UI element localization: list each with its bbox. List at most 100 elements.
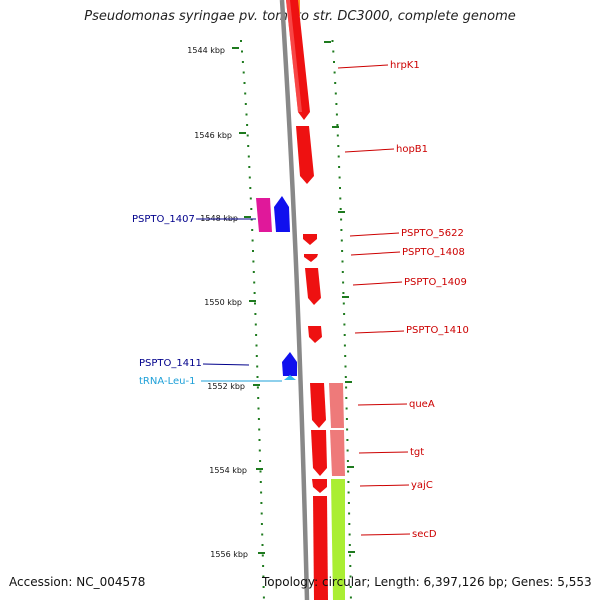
gene-PSPTO_5622-feature[interactable] (303, 234, 317, 245)
scale-minor-tick (259, 460, 262, 462)
gene-tRNA-Leu-1-feature[interactable] (284, 375, 296, 380)
scale-minor-tick (242, 71, 245, 74)
map-title: Pseudomonas syringae pv. tomato str. DC3… (84, 9, 516, 24)
scale-minor-tick (250, 208, 253, 210)
gene-queA-feature[interactable] (310, 383, 326, 428)
gene-secD-feature[interactable] (313, 496, 328, 600)
scale-tick (249, 300, 256, 302)
right-scale (324, 41, 355, 553)
scale-minor-tick (251, 239, 254, 242)
gene-label-queA[interactable]: queA (409, 399, 435, 410)
scale-minor-tick (346, 439, 349, 441)
scale-minor-tick (246, 134, 249, 137)
scale-minor-tick (251, 229, 254, 231)
gene-blue-feature[interactable] (274, 196, 290, 232)
scale-minor-tick (346, 460, 349, 462)
gene-PSPTO_1408-feature[interactable] (304, 254, 318, 262)
gene-PSPTO_1411-feature[interactable] (282, 352, 297, 376)
scale-minor-tick (262, 575, 265, 578)
left-scale (232, 47, 265, 554)
scale-minor-tick (343, 344, 346, 347)
gene-label-hopB1[interactable]: hopB1 (396, 144, 428, 155)
scale-minor-tick (343, 334, 346, 336)
scale-minor-tick (260, 502, 263, 504)
scale-minor-tick (259, 470, 262, 473)
scale-minor-tick (349, 596, 352, 599)
gene-yajC-feature[interactable] (312, 479, 327, 493)
scale-minor-tick (333, 71, 336, 74)
scale-minor-tick (252, 250, 254, 252)
scale-minor-tick (262, 596, 265, 599)
gene-label-hrpK1[interactable]: hrpK1 (390, 60, 420, 71)
scale-minor-tick (256, 365, 259, 368)
gene-label-PSPTO_1410[interactable]: PSPTO_1410 (406, 325, 469, 336)
scale-minor-tick (243, 82, 246, 84)
scale-minor-tick (261, 554, 264, 557)
genome-backbone (279, 0, 310, 600)
scale-minor-tick (343, 323, 346, 326)
scale-minor-tick (257, 418, 260, 420)
scale-minor-tick (343, 313, 346, 315)
scale-tick (232, 47, 239, 49)
scale-minor-tick (344, 365, 347, 368)
leader-PSPTO_1409 (352, 281, 403, 286)
gene-PSPTO_1410-feature[interactable] (308, 326, 322, 343)
scale-minor-tick (255, 334, 258, 336)
scale-minor-tick (258, 449, 261, 452)
gene-label-secD[interactable]: secD (412, 529, 437, 540)
scale-minor-tick (342, 281, 345, 284)
leader-hopB1 (344, 148, 395, 153)
scale-minor-tick (241, 50, 243, 53)
gene-PSPTO_1409-feature[interactable] (305, 268, 321, 305)
scale-minor-tick (336, 124, 339, 126)
gene-label-PSPTO_1411[interactable]: PSPTO_1411 (139, 358, 202, 369)
leader-secD (360, 533, 411, 536)
scale-minor-tick (341, 250, 344, 252)
scale-minor-tick (345, 386, 348, 389)
scale-tick (332, 126, 339, 128)
scale-minor-tick (345, 418, 348, 420)
scale-minor-tick (333, 61, 335, 63)
scale-minor-tick (240, 40, 242, 42)
scale-minor-tick (349, 554, 351, 557)
gene-hopB1-feature[interactable] (296, 126, 314, 184)
gene-PSPTO_1407-feature[interactable] (256, 198, 272, 232)
gene-label-PSPTO_1408[interactable]: PSPTO_1408 (402, 247, 465, 258)
scale-minor-tick (331, 40, 334, 42)
scale-minor-tick (249, 187, 252, 189)
gene-label-PSPTO_1409[interactable]: PSPTO_1409 (404, 277, 467, 288)
scale-minor-tick (241, 61, 244, 63)
scale-minor-tick (335, 113, 338, 116)
gene-label-PSPTO_1407[interactable]: PSPTO_1407 (132, 214, 195, 225)
scale-minor-tick (246, 124, 249, 126)
leader-PSPTO_1410 (354, 330, 405, 334)
scale-tick (244, 216, 251, 218)
gene-queA-pink (329, 383, 344, 428)
scale-minor-tick (255, 355, 258, 357)
gene-label-tgt[interactable]: tgt (410, 447, 424, 458)
scale-minor-tick (348, 533, 351, 536)
scale-minor-tick (257, 397, 260, 399)
scale-minor-tick (349, 565, 352, 567)
leader-hrpK1 (337, 64, 389, 69)
scale-minor-tick (253, 281, 256, 284)
gene-label-yajC[interactable]: yajC (411, 480, 433, 491)
gene-tgt-feature[interactable] (311, 430, 327, 476)
scale-label: 1546 kbp (194, 131, 232, 140)
scale-minor-tick (260, 512, 263, 515)
scale-label: 1552 kbp (207, 382, 245, 391)
scale-minor-tick (345, 407, 348, 410)
scale-minor-tick (342, 292, 345, 294)
gene-label-tRNA-Leu-1[interactable]: tRNA-Leu-1 (139, 376, 195, 387)
scale-minor-tick (334, 82, 337, 84)
scale-tick (324, 41, 331, 43)
scale-minor-tick (255, 344, 258, 347)
scale-minor-tick (344, 355, 347, 357)
gene-yajC-green (331, 479, 345, 600)
scale-label: 1550 kbp (204, 298, 242, 307)
scale-minor-tick (261, 544, 264, 546)
gene-label-PSPTO_5622[interactable]: PSPTO_5622 (401, 228, 464, 239)
scale-minor-tick (345, 397, 348, 399)
scale-label: 1554 kbp (209, 466, 247, 475)
scale-minor-tick (339, 187, 341, 189)
